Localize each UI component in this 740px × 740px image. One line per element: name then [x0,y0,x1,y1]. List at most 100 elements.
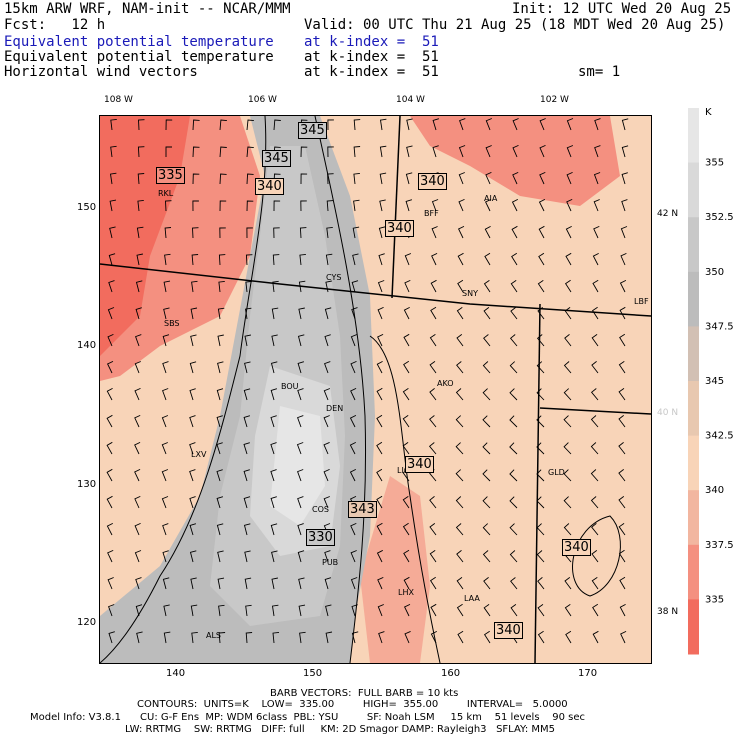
wind-barb [353,199,360,212]
station-label: DEN [326,404,344,413]
wind-barb [353,172,360,185]
wind-barb [108,280,115,293]
wind-barb [377,333,384,347]
wind-barb [271,604,279,617]
wind-barb [271,577,278,590]
wind-barb [190,307,198,320]
wind-barb [107,577,114,590]
wind-barb [107,549,114,563]
wind-barb [565,225,572,239]
wind-barb [511,252,518,266]
wind-barb [164,227,172,239]
station-label: GLD [548,468,565,477]
wind-barb [456,307,464,320]
wind-barb [350,334,358,347]
station-label: ALS [206,631,222,640]
wind-barb [217,307,225,320]
wind-barb [619,306,626,320]
wind-barb [216,415,223,428]
wind-barb [621,118,629,131]
grid-label-y120: 120 [77,617,97,628]
wind-barb [510,604,518,617]
wind-barb [107,307,115,320]
wind-barb [621,199,628,212]
station-label: LIC [397,466,410,475]
wind-barb [351,280,359,293]
wind-barb [191,631,198,644]
map-panel: RKL CYS BFF AIA SNY LBF SBS BOU DEN AKO … [100,116,651,663]
wind-barb [246,200,254,212]
wind-barb [563,361,572,374]
wind-barb [135,307,142,320]
wind-barb [563,415,572,428]
wind-barb [432,145,439,158]
wind-barb [323,388,331,401]
wind-barb [482,442,491,455]
wind-barb [245,254,253,266]
wind-barb [218,280,225,293]
colorbar-tick-label: 345 [705,376,724,387]
wind-barb [377,280,385,293]
wind-barb [297,523,304,536]
wind-barb [594,118,601,131]
wind-barb [134,441,141,455]
wind-barb [244,577,252,590]
wind-barb [456,577,464,590]
wind-barb [456,603,464,617]
wind-barb [191,280,198,293]
colorbar-swatch [688,435,699,491]
wind-barb [564,334,572,347]
wind-barb [106,468,113,482]
wind-barb [189,442,196,455]
station-label: LBF [634,297,649,306]
wind-barbs [106,118,629,644]
wind-barb [326,200,334,212]
wind-barb [536,442,545,455]
wind-barb [564,577,572,590]
model-info: Model Info: V3.8.1 CU: G-F Ens MP: WDM 6… [30,712,586,723]
wind-barb [351,604,358,617]
wind-barb [270,442,277,455]
wind-barb [244,550,251,563]
grid-label-y140: 140 [77,340,97,351]
wind-barb [243,415,251,428]
grid-label-y130: 130 [77,479,97,490]
wind-barb [216,523,224,536]
wind-barb [511,198,519,212]
valid-time: Valid: 00 UTC Thu 21 Aug 25 (18 MDT Wed … [304,17,726,33]
wind-barb [566,171,573,185]
wind-barb [592,603,599,617]
wind-barb [429,415,437,428]
wind-barb [134,361,141,374]
wind-barb [135,577,142,590]
wind-barb [161,496,169,509]
wind-barb [590,415,599,428]
wind-barb [536,469,545,482]
grid-label-x150: 150 [303,668,323,679]
wind-barb [189,496,196,509]
wind-barb [352,253,359,266]
forecast-hour: Fcst: 12 h [4,17,106,33]
wind-barb [350,550,357,563]
wind-barb [485,118,492,131]
colorbar-swatch [688,599,699,655]
wind-barb [297,496,304,509]
wind-barb [298,577,305,590]
wind-barb [217,361,224,374]
color-scale-bar: 355 352.5 350 347.5 345 342.5 340 337.5 335 [688,108,734,655]
wind-barb [162,550,169,563]
wind-barb [406,145,413,158]
colorbar-tick-label: 342.5 [705,431,734,442]
wind-barb [297,334,305,347]
wind-barb [512,171,519,185]
wind-barb [593,172,601,185]
wind-barb [379,172,387,185]
wind-barb [457,252,464,266]
wind-barb [272,254,280,266]
wind-barb [137,146,145,158]
wind-barb [218,254,226,266]
wind-barb [566,198,573,212]
wind-barb [458,172,465,185]
wind-barb [536,388,545,401]
wind-barb [593,225,600,239]
